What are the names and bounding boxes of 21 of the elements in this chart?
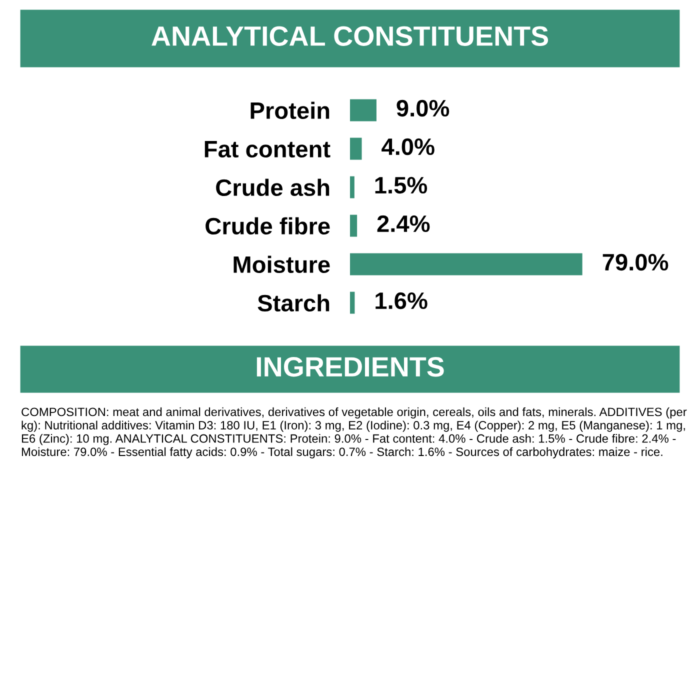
data-label: 1.6% (376, 292, 428, 310)
y-tick-label: Moisture (234, 256, 330, 274)
text: COMPOSITION: meat and animal derivatives, derivatives of vegetable origin, cereals, oils and fats, minerals. ADDITIVES (per kg): Nutritional additives: Vitamin D3: 180 IU, E1 (Iron): 3 mg, E2 (Iodine): 0.3 mg, E4 (Copper): 2 mg, E5 (Manganese): 1 mg, E6 (Zinc): 10 mg. ANALYTICAL CONSTITUENTS: Protein: 9.0% - Fat content: 4.0% - Crude ash: 1.5% - Crude fibre: 2.4% - Moisture: 79.0% - Essential fatty acids: 0.9% - Total sugars: 0.7% - Starch: 1.6% - Sources of carbohydrates: maize - rice. (22, 407, 687, 458)
bar (350, 253, 582, 276)
y-tick-label: Crude fibre (206, 217, 330, 235)
data-label: 79.0% (602, 254, 668, 271)
text: INGREDIENTS (256, 357, 444, 377)
y-tick-label: Fat content (204, 141, 330, 158)
y-tick-label: Protein (250, 102, 330, 120)
data-label: 1.5% (375, 176, 428, 194)
y-tick-label: Crude ash (216, 178, 330, 196)
bar (350, 214, 358, 237)
data-label: 2.4% (377, 215, 430, 232)
bar (350, 176, 354, 198)
y-tick-label: Starch (258, 294, 330, 312)
bar (350, 138, 362, 160)
bar (350, 292, 355, 314)
data-label: 9.0% (396, 100, 450, 117)
bar (350, 99, 376, 122)
data-label: 4.0% (382, 138, 434, 156)
chart-title: ANALYTICAL CONSTITUENTS (152, 26, 548, 46)
